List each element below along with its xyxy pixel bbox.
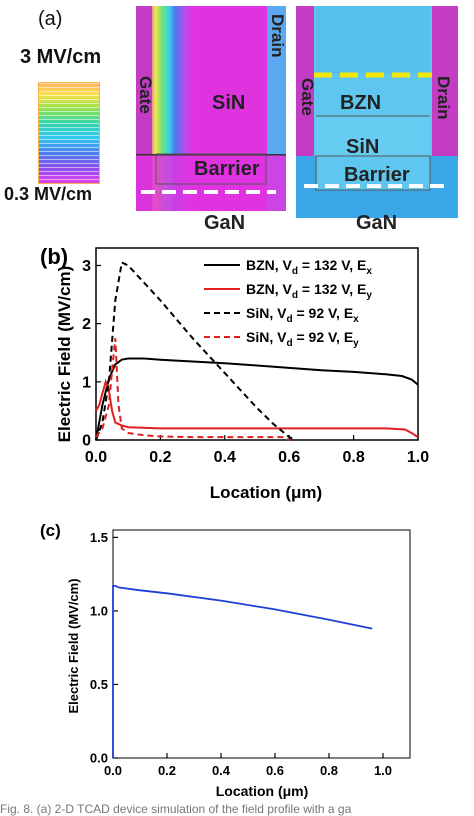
sin-layer-label: SiN — [212, 92, 246, 114]
x-tick-label: 0.6 — [266, 763, 284, 778]
drain-label: Drain — [268, 14, 286, 58]
bzn-layer-label: BZN — [340, 92, 382, 114]
x-tick-label: 0.0 — [85, 449, 107, 466]
x-tick-label: 0.6 — [278, 449, 300, 466]
legend-entry-2: BZN, Vd = 132 V, Ey — [246, 281, 372, 301]
field-colorbar — [38, 82, 100, 184]
simulation-sin-device: Gate Drain SiN Barrier — [136, 6, 286, 211]
x-axis-label: Location (μm) — [216, 783, 309, 799]
sin-layer-label: SiN — [346, 136, 380, 158]
chart-c-series — [112, 585, 373, 758]
legend-entry-1: BZN, Vd = 132 V, Ex — [246, 257, 372, 277]
x-tick-label: 0.8 — [342, 449, 364, 466]
chart-b: (b) 0.0 0.2 0.4 0.6 0.8 1.0 0 1 2 3 BZN, Vd = 132… — [40, 244, 429, 502]
y-tick-label: 3 — [82, 258, 91, 275]
gate-label: Gate — [298, 78, 317, 116]
gan-label-left: GaN — [204, 212, 246, 234]
gan-label-right: GaN — [356, 212, 398, 234]
chart-c-axes: 0.0 0.2 0.4 0.6 0.8 1.0 0.0 0.5 1.0 1.5 — [90, 529, 411, 778]
y-tick-label: 0 — [82, 433, 91, 450]
x-axis-label: Location (μm) — [210, 483, 322, 502]
y-tick-label: 1 — [82, 374, 91, 391]
x-tick-label: 0.2 — [149, 449, 171, 466]
legend-entry-3: SiN, Vd = 92 V, Ex — [246, 305, 359, 325]
series-line-1 — [112, 585, 373, 758]
plot-frame — [112, 529, 411, 759]
figure-caption: Fig. 8. (a) 2-D TCAD device simulation o… — [0, 802, 352, 816]
y-tick-label: 1.0 — [90, 603, 108, 618]
barrier-label: Barrier — [344, 164, 410, 186]
chart-b-series — [95, 261, 419, 441]
gate-label: Gate — [136, 76, 155, 114]
y-axis-label: Electric Field (MV/cm) — [66, 578, 81, 713]
x-tick-label: 1.0 — [407, 449, 429, 466]
x-tick-label: 0.4 — [212, 763, 231, 778]
panel-b-label: (b) — [40, 244, 68, 269]
chart-b-legend: BZN, Vd = 132 V, Ex BZN, Vd = 132 V, Ey Si… — [204, 257, 372, 349]
y-tick-label: 1.5 — [90, 530, 108, 545]
barrier-label: Barrier — [194, 158, 260, 180]
colorbar-stripes — [39, 83, 99, 183]
simulation-bzn-device: Gate Drain BZN SiN Barrier — [296, 6, 458, 218]
y-tick-label: 0.5 — [90, 677, 108, 692]
panel-a-label: (a) — [38, 8, 63, 30]
simulation-bzn-map — [296, 6, 458, 218]
colorbar-max-label: 3 MV/cm — [20, 46, 102, 68]
plot-frame — [95, 247, 419, 441]
colorbar-min-label: 0.3 MV/cm — [4, 184, 93, 204]
x-tick-label: 0.2 — [158, 763, 176, 778]
series-line-3 — [95, 261, 297, 441]
chart-c: (c) 0.0 0.2 0.4 0.6 0.8 1.0 0.0 0.5 1.0 1.5 Locat… — [40, 521, 411, 799]
drain-label: Drain — [434, 76, 453, 120]
chart-b-axes: 0.0 0.2 0.4 0.6 0.8 1.0 0 1 2 3 — [82, 247, 429, 466]
y-axis-label: Electric Field (MV/cm) — [55, 266, 74, 443]
x-tick-label: 0.4 — [214, 449, 236, 466]
panel-c-label: (c) — [40, 521, 61, 540]
simulation-sin-map — [136, 6, 286, 211]
legend-entry-4: SiN, Vd = 92 V, Ey — [246, 329, 359, 349]
x-tick-label: 0.0 — [104, 763, 122, 778]
y-tick-label: 2 — [82, 316, 91, 333]
x-tick-label: 0.8 — [320, 763, 338, 778]
series-line-4 — [95, 338, 290, 441]
x-tick-label: 1.0 — [374, 763, 392, 778]
y-tick-label: 0.0 — [90, 751, 108, 766]
series-line-2 — [95, 378, 419, 438]
